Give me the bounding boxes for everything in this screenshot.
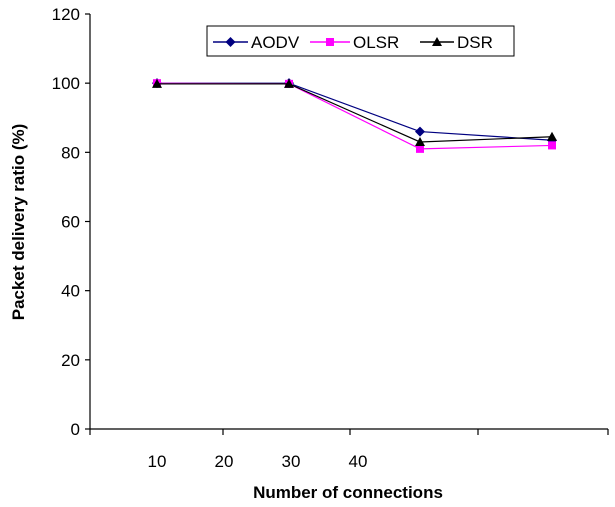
series-aodv <box>152 78 557 146</box>
data-point-aodv <box>415 126 425 137</box>
data-point-dsr <box>152 78 162 88</box>
legend-marker <box>432 37 442 46</box>
x-axis-title: Number of connections <box>253 483 443 502</box>
legend-item-aodv: AODV <box>213 33 300 52</box>
series-line-aodv <box>157 82 553 141</box>
legend-label: AODV <box>251 33 300 52</box>
legend-marker <box>225 37 236 47</box>
data-point-dsr <box>284 78 294 88</box>
legend-label: OLSR <box>353 33 399 52</box>
legend: AODV OLSR DSR <box>206 25 515 57</box>
legend-items: AODV OLSR DSR <box>213 33 493 52</box>
y-tick-label: 0 <box>71 420 80 439</box>
y-tick-label: 120 <box>52 5 80 24</box>
y-axis-title: Packet delivery ratio (%) <box>9 124 28 321</box>
legend-box <box>206 25 515 57</box>
series-olsr <box>153 79 556 153</box>
legend-item-olsr: OLSR <box>310 33 399 52</box>
series-group <box>152 78 557 153</box>
data-point-olsr <box>548 141 556 150</box>
x-tick-label: 30 <box>282 452 301 471</box>
legend-label: DSR <box>457 33 493 52</box>
y-tick-label: 60 <box>61 213 80 232</box>
y-tick-label: 40 <box>61 282 80 301</box>
series-dsr <box>152 78 557 146</box>
data-point-dsr <box>547 131 557 141</box>
legend-marker <box>326 38 334 46</box>
legend-item-dsr: DSR <box>420 33 493 52</box>
y-ticks: 0 20 40 60 80 100 120 <box>52 5 90 439</box>
x-tick-label: 20 <box>215 452 234 471</box>
x-ticks: 10 20 30 40 <box>89 429 609 471</box>
data-point-olsr <box>416 144 424 153</box>
series-line-dsr <box>157 83 553 143</box>
y-tick-label: 80 <box>61 143 80 162</box>
y-tick-label: 20 <box>61 351 80 370</box>
x-tick-label: 40 <box>349 452 368 471</box>
data-point-dsr <box>415 136 425 146</box>
x-tick-label: 10 <box>148 452 167 471</box>
axes <box>89 14 608 430</box>
y-tick-label: 100 <box>52 74 80 93</box>
